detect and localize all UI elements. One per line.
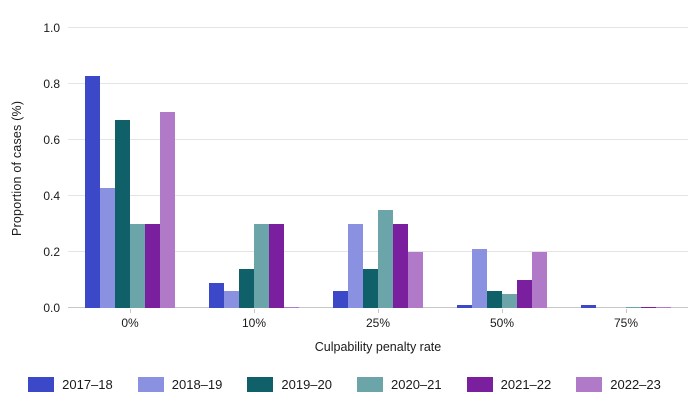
bar [269,224,284,308]
bar [472,249,487,308]
legend-swatch [28,377,55,392]
legend-swatch [466,377,493,392]
bar [457,305,472,308]
bar [224,291,239,308]
bar [502,294,517,308]
bar-group [68,28,192,308]
tick-mark [254,309,255,313]
x-tick-cell: 50% [440,309,564,333]
legend-item: 2020–21 [357,377,442,392]
bar-group [440,28,564,308]
x-tick-label: 10% [241,316,267,330]
x-tick-cell: 75% [564,309,688,333]
bar-groups [68,28,688,308]
bar-group [192,28,316,308]
bar [517,280,532,308]
bar [393,224,408,308]
bar [408,252,423,308]
legend-swatch [357,377,383,392]
bar [581,305,596,308]
x-axis-tick-labels: 0% 10% 25% 50% 75% [68,309,688,333]
legend-item: 2018–19 [137,377,223,392]
legend-item: 2021–22 [466,377,552,392]
tick-mark [130,309,131,313]
bar [487,291,502,308]
legend-swatch [247,377,274,392]
legend-label: 2018–19 [171,377,223,392]
bar-group [316,28,440,308]
y-tick-label: 0.0 [43,301,60,315]
y-tick-label: 0.4 [43,189,60,203]
bar [209,282,224,308]
x-tick-label: 50% [489,316,515,330]
bar [145,224,160,308]
legend: 2017–18 2018–19 2019–20 2020–21 2021–22 2022–… [0,377,689,392]
x-tick-cell: 25% [316,309,440,333]
legend-label: 2021–22 [500,377,552,392]
y-axis-tick-labels: 0.0 0.2 0.4 0.6 0.8 1.0 [0,22,60,314]
bar [348,224,363,308]
bar [333,291,348,308]
legend-item: 2019–20 [247,377,332,392]
x-tick-label: 75% [613,316,639,330]
legend-label: 2022–23 [610,377,661,392]
x-tick-cell: 0% [68,309,192,333]
legend-swatch [137,377,164,392]
gridline [68,195,688,196]
y-tick-label: 0.6 [43,133,60,147]
x-tick-label: 25% [365,316,391,330]
x-tick-cell: 10% [192,309,316,333]
bar [85,75,100,308]
x-tick-label: 0% [121,316,139,330]
bar-group [564,28,688,308]
plot-area [68,27,688,308]
bar [626,307,641,308]
bar [100,187,115,308]
y-tick-label: 0.2 [43,245,60,259]
gridline [68,27,688,28]
tick-mark [378,309,379,313]
bar [363,268,378,308]
legend-item: 2017–18 [28,377,113,392]
tick-mark [502,309,503,313]
bar [641,307,656,308]
x-axis-title: Culpability penalty rate [314,340,442,354]
legend-label: 2020–21 [391,377,442,392]
bar [239,268,254,308]
bar [656,307,671,308]
tick-mark [626,309,627,313]
bar [378,210,393,308]
legend-item: 2022–23 [576,377,661,392]
gridline [68,139,688,140]
y-tick-label: 1.0 [43,21,60,35]
bar [130,224,145,308]
y-tick-label: 0.8 [43,77,60,91]
bar [254,224,269,308]
bar [115,120,130,308]
bar [532,252,547,308]
gridline [68,83,688,84]
bar [160,112,175,308]
legend-label: 2017–18 [62,377,113,392]
bar [284,307,299,308]
legend-label: 2019–20 [281,377,332,392]
legend-swatch [576,377,603,392]
